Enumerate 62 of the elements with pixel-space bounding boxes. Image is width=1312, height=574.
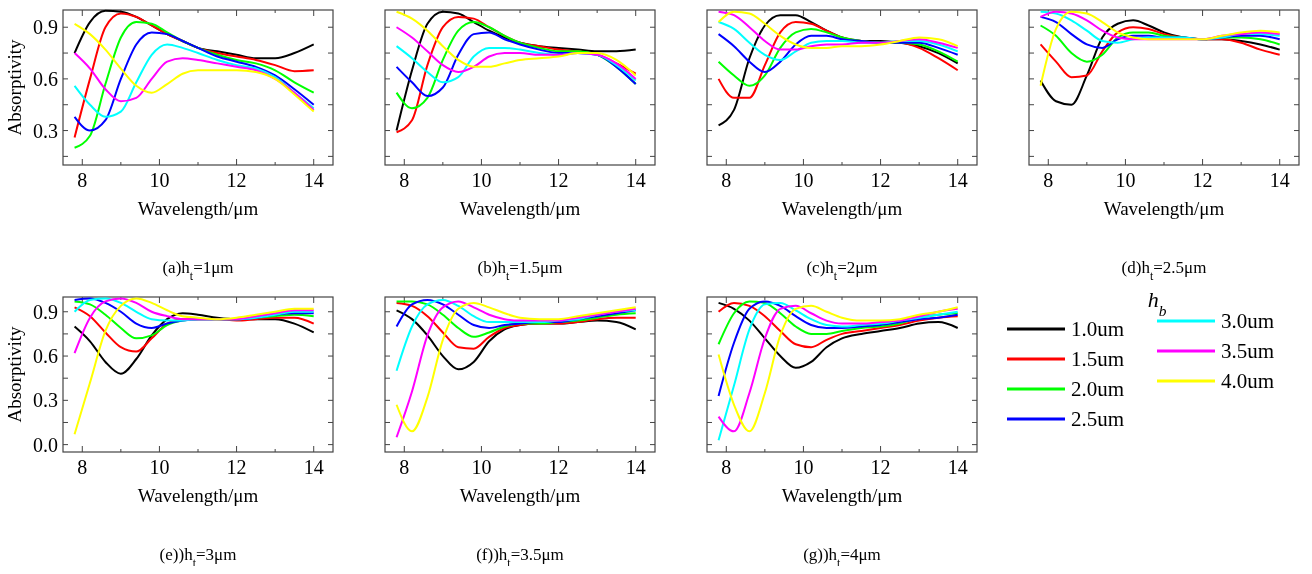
- x-tick-label: 12: [1192, 169, 1213, 191]
- x-tick-label: 10: [471, 456, 492, 478]
- x-tick-label: 12: [870, 169, 891, 191]
- line-series: [73, 297, 315, 355]
- text: (c)h$_{t}$=2μm: [806, 258, 878, 283]
- text: (b)h$_{t}$=1.5μm: [477, 258, 563, 283]
- x-tick-label: 12: [226, 169, 247, 191]
- x-tick-label: 10: [793, 456, 814, 478]
- legend-label: 2.0um: [1071, 377, 1125, 402]
- x-tick-label: 8: [721, 169, 732, 191]
- line-series: [73, 22, 315, 113]
- x-tick-label: 8: [77, 456, 88, 478]
- x-axis-title: Wavelength/μm: [137, 485, 259, 506]
- x-axis-title: Wavelength/μm: [781, 485, 903, 506]
- legend-label: 2.5um: [1071, 407, 1125, 432]
- y-tick-label: 0.9: [33, 16, 58, 39]
- x-tick-label: 8: [721, 456, 732, 478]
- legend-label: 1.0um: [1071, 317, 1125, 342]
- legend-label: 3.0um: [1221, 309, 1275, 334]
- x-tick-label: 14: [947, 456, 968, 478]
- x-tick-label: 10: [471, 169, 492, 191]
- line-series: [73, 52, 315, 111]
- line-series: [73, 43, 315, 118]
- x-tick-label: 12: [548, 169, 569, 191]
- legend-label: 1.5um: [1071, 347, 1125, 372]
- line-series: [73, 297, 315, 436]
- y-tick-label: 0.6: [33, 67, 58, 90]
- x-axis-title: Wavelength/μm: [459, 485, 581, 506]
- x-tick-label: 14: [303, 456, 324, 478]
- text: (d)h$_{t}$=2.5μm: [1121, 258, 1207, 283]
- legend-title: h$_{b}$: [1147, 287, 1167, 319]
- x-axis-title: Wavelength/μm: [137, 198, 259, 219]
- x-tick-label: 10: [149, 169, 170, 191]
- x-tick-label: 8: [399, 456, 410, 478]
- x-tick-label: 14: [625, 169, 646, 191]
- x-tick-label: 8: [399, 169, 410, 191]
- x-tick-label: 10: [793, 169, 814, 191]
- legend-label: 4.0um: [1221, 369, 1275, 394]
- x-tick-label: 14: [947, 169, 968, 191]
- legend-label: 3.5um: [1221, 339, 1275, 364]
- x-axis-title: Wavelength/μm: [781, 198, 903, 219]
- x-tick-label: 12: [870, 456, 891, 478]
- x-tick-label: 14: [1269, 169, 1290, 191]
- y-tick-label: 0.0: [33, 433, 58, 456]
- x-tick-label: 10: [149, 456, 170, 478]
- x-tick-label: 14: [303, 169, 324, 191]
- text: (a)h$_{t}$=1μm: [162, 258, 234, 283]
- y-tick-label: 0.3: [33, 389, 58, 412]
- x-tick-label: 8: [77, 169, 88, 191]
- x-axis-title: Wavelength/μm: [459, 198, 581, 219]
- x-tick-label: 12: [548, 456, 569, 478]
- y-tick-label: 0.6: [33, 345, 58, 368]
- x-axis-title: Wavelength/μm: [1103, 198, 1225, 219]
- x-tick-label: 14: [625, 456, 646, 478]
- x-tick-label: 12: [226, 456, 247, 478]
- y-tick-label: 0.9: [33, 300, 58, 323]
- line-series: [73, 31, 315, 132]
- x-tick-label: 8: [1043, 169, 1054, 191]
- y-axis-title: Absorptivity: [4, 325, 25, 423]
- x-tick-label: 10: [1115, 169, 1136, 191]
- y-axis-title: Absorptivity: [4, 38, 25, 136]
- y-tick-label: 0.3: [33, 119, 58, 142]
